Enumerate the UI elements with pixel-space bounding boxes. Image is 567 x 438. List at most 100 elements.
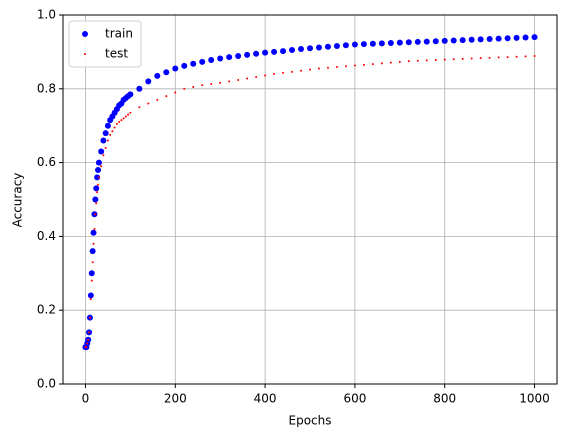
- data-point: [210, 83, 213, 86]
- data-point: [479, 57, 482, 60]
- data-point: [389, 61, 392, 64]
- x-tick-label: 1000: [519, 392, 550, 406]
- data-point: [115, 122, 118, 125]
- data-point: [88, 331, 91, 334]
- x-axis-label: Epochs: [289, 414, 332, 428]
- data-point: [405, 39, 412, 46]
- data-point: [452, 58, 455, 61]
- data-point: [387, 40, 394, 47]
- data-point: [524, 55, 527, 58]
- data-point: [504, 35, 511, 42]
- data-point: [291, 70, 294, 73]
- data-point: [513, 34, 520, 41]
- data-point: [246, 77, 249, 80]
- data-point: [362, 63, 365, 66]
- data-point: [183, 87, 186, 90]
- data-point: [289, 47, 296, 54]
- data-point: [262, 49, 269, 56]
- data-point: [441, 37, 448, 44]
- data-point: [450, 37, 457, 44]
- data-point: [90, 279, 93, 282]
- data-point: [100, 165, 103, 168]
- data-point: [95, 202, 98, 205]
- legend-label: train: [105, 27, 133, 41]
- data-point: [174, 91, 177, 94]
- y-tick-label: 0.8: [37, 81, 56, 95]
- data-point: [88, 270, 95, 277]
- legend-label: test: [105, 47, 128, 61]
- data-point: [470, 57, 473, 60]
- data-point: [407, 60, 410, 63]
- data-point: [307, 45, 313, 52]
- x-tick-label: 600: [343, 392, 366, 406]
- data-point: [515, 55, 518, 58]
- data-point: [94, 213, 97, 216]
- data-point: [282, 71, 285, 74]
- data-point: [89, 298, 92, 301]
- data-point: [147, 102, 150, 105]
- data-point: [91, 261, 94, 264]
- data-point: [120, 119, 123, 122]
- data-point: [94, 174, 101, 181]
- legend-marker: [82, 31, 88, 37]
- data-point: [104, 146, 107, 149]
- data-point: [264, 74, 267, 77]
- data-point: [90, 229, 97, 236]
- data-point: [353, 64, 356, 67]
- data-point: [172, 65, 179, 72]
- data-point: [163, 69, 170, 76]
- data-point: [253, 50, 260, 57]
- data-point: [335, 66, 338, 69]
- plot-frame: [62, 14, 558, 385]
- data-point: [201, 84, 204, 87]
- y-tick-label: 1.0: [37, 8, 56, 22]
- data-point: [380, 62, 383, 65]
- data-point: [138, 106, 141, 109]
- data-point: [97, 176, 100, 179]
- data-point: [136, 85, 143, 92]
- data-point: [127, 91, 134, 98]
- data-point: [87, 292, 94, 299]
- data-point: [219, 81, 222, 84]
- data-point: [154, 72, 161, 79]
- data-point: [459, 37, 466, 44]
- data-point: [208, 57, 215, 64]
- data-point: [95, 166, 102, 173]
- data-point: [396, 39, 403, 46]
- data-point: [497, 56, 500, 59]
- data-point: [97, 183, 100, 186]
- data-point: [87, 338, 90, 341]
- data-point: [181, 62, 188, 69]
- data-point: [468, 36, 475, 43]
- data-point: [98, 148, 105, 155]
- data-point: [156, 98, 159, 101]
- data-point: [190, 60, 197, 67]
- data-point: [495, 35, 502, 42]
- data-point: [398, 60, 401, 63]
- data-point: [100, 137, 107, 144]
- data-point: [414, 38, 421, 45]
- data-point: [351, 41, 358, 48]
- data-point: [324, 43, 331, 50]
- data-point: [317, 67, 320, 70]
- data-point: [486, 35, 493, 42]
- data-point: [124, 115, 127, 118]
- y-tick-label: 0.2: [37, 303, 56, 317]
- data-point: [111, 130, 114, 133]
- data-point: [106, 139, 109, 142]
- data-point: [235, 52, 242, 59]
- y-tick-label: 0.4: [37, 229, 56, 243]
- legend-marker: [84, 53, 86, 55]
- data-point: [342, 42, 349, 49]
- data-point: [92, 242, 95, 245]
- x-tick-label: 400: [254, 392, 277, 406]
- data-point: [443, 58, 446, 61]
- x-tick-label: 0: [82, 392, 90, 406]
- data-point: [226, 54, 233, 61]
- data-point: [434, 59, 437, 62]
- data-point: [461, 57, 464, 60]
- data-point: [96, 191, 99, 194]
- data-point: [315, 44, 322, 51]
- data-point: [109, 133, 112, 136]
